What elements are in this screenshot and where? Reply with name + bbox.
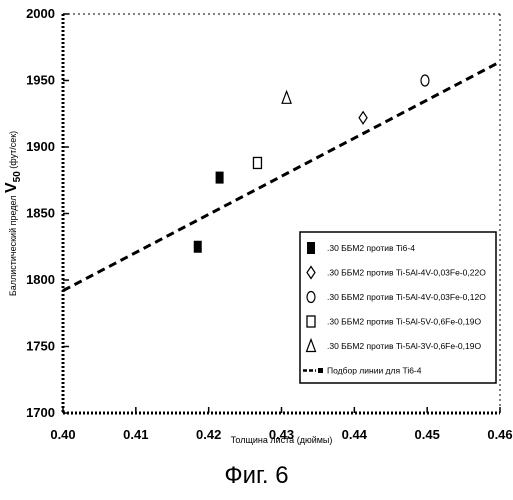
legend-label: .30 ББМ2 против Ti-5Al-4V-0,03Fe-0,12O (327, 292, 486, 302)
figure-caption: Фиг. 6 (0, 462, 513, 490)
y-tick-label: 2000 (26, 6, 55, 21)
x-axis-title: Толщина листа (дюймы) (231, 435, 333, 445)
y-tick-label: 1950 (26, 73, 55, 88)
y-axis-title-sub: 50 (12, 171, 23, 183)
legend-label: .30 ББМ2 против Ti-5Al-3V-0,6Fe-0,19O (327, 341, 481, 351)
legend-label: .30 ББМ2 против Ti-5Al-5V-0,6Fe-0,19O (327, 317, 481, 327)
chart-svg: 1700 1750 1800 1850 1900 1950 2000 0.40 0.41 0.42… (0, 0, 513, 462)
y-axis-title-group: Баллистический предел V50 (фут/сек) (3, 131, 23, 296)
y-axis-title: Баллистический предел V50 (фут/сек) (3, 131, 23, 296)
legend-line-marker (318, 368, 323, 373)
legend-box (300, 232, 496, 383)
legend-label: Подбор линии для Ti6-4 (327, 366, 422, 376)
y-tick-label: 1850 (26, 206, 55, 221)
y-tick-label: 1700 (26, 405, 55, 420)
y-tick-label: 1800 (26, 272, 55, 287)
y-tick-label: 1750 (26, 339, 55, 354)
data-point-diamond (359, 112, 367, 124)
data-point-open-square (253, 157, 261, 168)
data-point-filled-square (216, 172, 224, 184)
data-point-filled-square (194, 241, 202, 253)
legend-label: .30 ББМ2 против Ti6-4 (327, 243, 415, 253)
y-axis-title-unit: (фут/сек) (8, 131, 18, 171)
x-tick-label: 0.41 (123, 427, 148, 442)
data-point-circle (421, 75, 429, 86)
legend-marker-filled-square (307, 242, 315, 254)
x-tick-label: 0.45 (415, 427, 440, 442)
legend: .30 ББМ2 против Ti6-4 .30 ББМ2 против Ti-… (300, 232, 496, 383)
y-axis-title-v: V (3, 182, 20, 193)
x-tick-label: 0.44 (342, 427, 368, 442)
y-axis-title-text: Баллистический предел (8, 193, 18, 296)
legend-label: .30 ББМ2 против Ti-5Al-4V-0,03Fe-0,22O (327, 268, 486, 278)
x-tick-label: 0.40 (50, 427, 75, 442)
x-tick-label: 0.42 (196, 427, 221, 442)
y-tick-label: 1900 (26, 139, 55, 154)
data-point-triangle (282, 91, 291, 103)
x-tick-label: 0.46 (487, 427, 512, 442)
